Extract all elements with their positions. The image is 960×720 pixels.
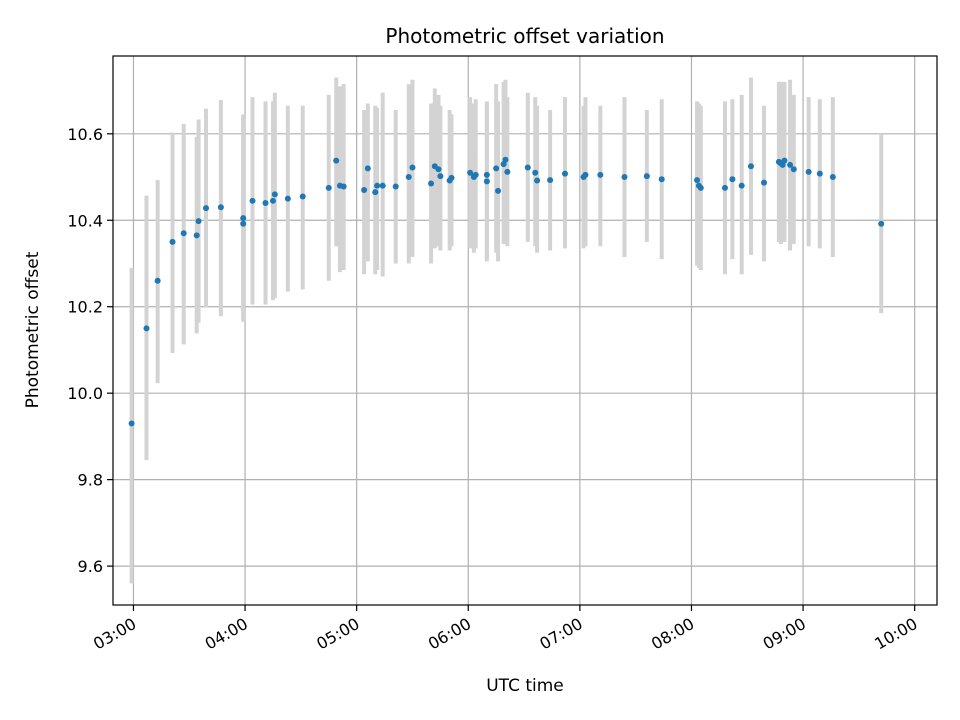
data-point xyxy=(269,197,276,204)
y-axis-ticks: 9.6 9.8 10.0 10.2 10.4 10.6 xyxy=(67,125,113,576)
data-point xyxy=(829,174,836,181)
data-point xyxy=(694,177,701,184)
data-point xyxy=(284,195,291,202)
data-point xyxy=(729,176,736,183)
data-point xyxy=(504,168,511,175)
data-point xyxy=(249,197,256,204)
y-tick-label: 9.6 xyxy=(78,557,103,576)
data-point xyxy=(643,173,650,180)
data-point xyxy=(405,174,412,181)
data-point xyxy=(534,177,541,184)
data-point xyxy=(364,165,371,172)
data-point xyxy=(878,220,885,227)
y-tick-label: 10.0 xyxy=(67,384,103,403)
data-point xyxy=(493,165,500,172)
data-points xyxy=(128,156,885,427)
data-point xyxy=(325,184,332,191)
data-point xyxy=(472,171,479,178)
data-point xyxy=(428,180,435,187)
data-point xyxy=(761,179,768,186)
data-point xyxy=(721,184,728,191)
data-point xyxy=(299,193,306,200)
data-point xyxy=(738,182,745,189)
data-point xyxy=(271,191,278,198)
data-point xyxy=(790,166,797,173)
data-point xyxy=(547,177,554,184)
data-point xyxy=(240,215,247,222)
data-point xyxy=(169,238,176,245)
data-point xyxy=(658,176,665,183)
data-point xyxy=(379,182,386,189)
y-tick-label: 10.2 xyxy=(67,298,103,317)
data-point xyxy=(392,183,399,190)
data-point xyxy=(340,183,347,190)
data-point xyxy=(621,174,628,181)
data-point xyxy=(262,199,269,206)
y-tick-label: 9.8 xyxy=(78,471,103,490)
data-point xyxy=(805,168,812,175)
data-point xyxy=(195,218,202,225)
data-point xyxy=(597,171,604,178)
data-point xyxy=(816,170,823,177)
data-point xyxy=(372,189,379,196)
data-point xyxy=(154,277,161,284)
y-axis-label: Photometric offset xyxy=(23,251,43,408)
data-point xyxy=(747,163,754,170)
x-axis-label: UTC time xyxy=(486,676,564,696)
data-point xyxy=(128,420,135,427)
data-point xyxy=(435,166,442,173)
plot-frame xyxy=(112,55,938,606)
data-point xyxy=(374,182,381,189)
data-point xyxy=(697,184,704,191)
data-point xyxy=(787,161,794,168)
data-point xyxy=(781,157,788,164)
data-point xyxy=(532,169,539,176)
data-point xyxy=(561,170,568,177)
data-point xyxy=(582,171,589,178)
data-point xyxy=(361,187,368,194)
data-point xyxy=(409,164,416,171)
data-point xyxy=(180,230,187,237)
data-point xyxy=(524,164,531,171)
data-point xyxy=(502,156,509,163)
data-point xyxy=(437,173,444,180)
y-tick-label: 10.4 xyxy=(67,211,103,230)
chart-title: Photometric offset variation xyxy=(385,24,664,48)
data-point xyxy=(467,169,474,176)
data-point xyxy=(203,205,210,212)
data-point xyxy=(483,178,490,185)
data-point xyxy=(333,157,340,164)
data-point xyxy=(143,325,150,332)
y-tick-label: 10.6 xyxy=(67,125,103,144)
data-point xyxy=(193,232,200,239)
data-point xyxy=(217,204,224,211)
data-point xyxy=(448,174,455,181)
data-point xyxy=(483,171,490,178)
data-point xyxy=(495,187,502,194)
grid-lines xyxy=(113,56,937,605)
data-point xyxy=(240,220,247,227)
